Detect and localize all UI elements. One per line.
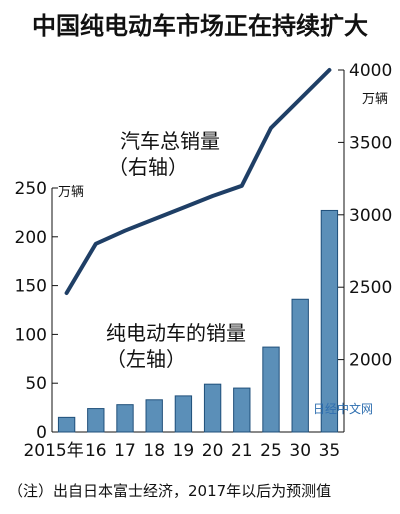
x-tick-label: 16 — [85, 441, 107, 461]
line-series-axis-note: （右轴） — [108, 155, 188, 179]
bar-series-axis-note: （左轴） — [106, 347, 186, 371]
x-tick-label: 35 — [319, 441, 341, 461]
x-tick-label: 21 — [231, 441, 253, 461]
ev-sales-bar — [203, 383, 222, 433]
ev-sales-bar — [87, 408, 105, 433]
ev-sales-bar — [291, 298, 309, 433]
x-tick-label: 30 — [289, 441, 311, 461]
ev-sales-bar — [57, 416, 76, 433]
x-tick-label: 20 — [202, 441, 224, 461]
left-tick-label: 100 — [15, 325, 47, 345]
left-tick-label: 0 — [36, 423, 47, 443]
x-tick-label: 25 — [260, 441, 282, 461]
right-tick-label: 4000 — [349, 61, 392, 81]
source-note: （注）出自日本富士经济，2017年以后为预测值 — [8, 482, 331, 500]
watermark: 日经中文网 — [313, 401, 373, 416]
right-tick-label: 3500 — [349, 133, 392, 153]
x-tick-label: 17 — [114, 441, 136, 461]
left-tick-label: 200 — [15, 228, 47, 248]
left-tick-label: 50 — [25, 374, 47, 394]
x-tick-label: 18 — [143, 441, 165, 461]
line-series-label: 汽车总销量 — [120, 129, 220, 153]
left-tick-label: 150 — [15, 277, 47, 297]
right-tick-label: 3000 — [349, 206, 392, 226]
chart-title: 中国纯电动车市场正在持续扩大 — [32, 12, 368, 40]
ev-sales-bar — [233, 387, 251, 433]
right-tick-label: 2500 — [349, 278, 392, 298]
left-axis-unit: 万辆 — [58, 185, 84, 200]
right-axis-unit: 万辆 — [362, 92, 388, 107]
ev-sales-bar — [320, 209, 339, 433]
left-tick-label: 250 — [15, 179, 47, 199]
ev-sales-bar — [174, 395, 193, 433]
bar-series-label: 纯电动车的销量 — [106, 321, 246, 345]
ev-sales-bar — [116, 404, 134, 433]
ev-sales-bar — [145, 399, 163, 433]
total-sales-line — [64, 68, 332, 295]
plot-area: 0 50 100 150 200 250 2000 2500 3000 3500 4000 2015年… — [15, 61, 393, 461]
ev-sales-bar — [262, 346, 280, 433]
right-tick-label: 2000 — [349, 351, 392, 371]
x-tick-label: 19 — [173, 441, 195, 461]
x-tick-label: 2015年 — [23, 441, 83, 461]
